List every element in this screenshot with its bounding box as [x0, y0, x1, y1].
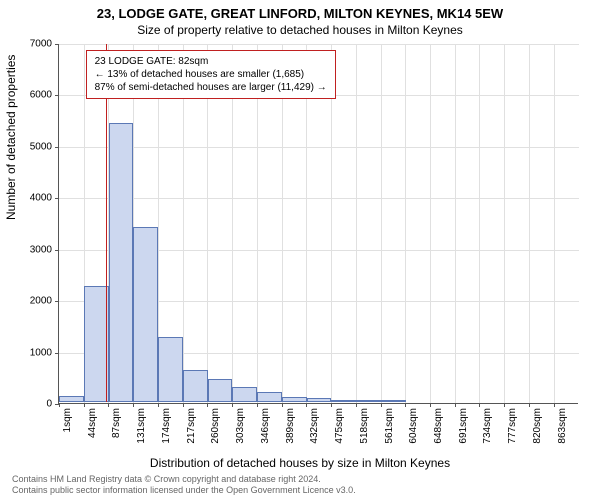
chart-area: 010002000300040005000600070001sqm44sqm87… [58, 44, 578, 404]
footer-line: Contains HM Land Registry data © Crown c… [12, 474, 356, 485]
y-tick-label: 6000 [12, 90, 52, 101]
y-tick-mark [55, 301, 59, 302]
annotation-line: 23 LODGE GATE: 82sqm [95, 55, 327, 68]
y-tick-mark [55, 198, 59, 199]
x-tick-mark [455, 403, 456, 407]
grid-line-v [479, 44, 480, 404]
x-tick-mark [504, 403, 505, 407]
y-tick-mark [55, 95, 59, 96]
x-tick-mark [207, 403, 208, 407]
histogram-bar [59, 396, 84, 402]
grid-line-h [59, 44, 579, 45]
histogram-bar [133, 227, 158, 402]
y-tick-label: 0 [12, 399, 52, 410]
x-tick-mark [430, 403, 431, 407]
annotation-line: 87% of semi-detached houses are larger (… [95, 81, 327, 94]
histogram-bar [257, 392, 282, 402]
x-tick-mark [158, 403, 159, 407]
grid-line-v [529, 44, 530, 404]
histogram-bar [158, 337, 183, 402]
x-tick-mark [381, 403, 382, 407]
annotation-box: 23 LODGE GATE: 82sqm← 13% of detached ho… [86, 50, 336, 99]
y-tick-mark [55, 44, 59, 45]
grid-line-h [59, 147, 579, 148]
y-tick-label: 2000 [12, 296, 52, 307]
annotation-line: ← 13% of detached houses are smaller (1,… [95, 68, 327, 81]
grid-line-v [430, 44, 431, 404]
histogram-bar [109, 123, 134, 402]
y-tick-label: 4000 [12, 193, 52, 204]
x-tick-mark [108, 403, 109, 407]
x-tick-mark [59, 403, 60, 407]
y-tick-label: 7000 [12, 39, 52, 50]
grid-line-v [356, 44, 357, 404]
x-tick-mark [232, 403, 233, 407]
histogram-bar [208, 379, 233, 402]
grid-line-v [381, 44, 382, 404]
chart-title-main: 23, LODGE GATE, GREAT LINFORD, MILTON KE… [0, 0, 600, 21]
x-tick-mark [331, 403, 332, 407]
histogram-bar [381, 400, 406, 402]
x-tick-mark [282, 403, 283, 407]
y-tick-mark [55, 353, 59, 354]
histogram-bar [356, 400, 381, 402]
histogram-bar [282, 397, 307, 402]
x-tick-mark [257, 403, 258, 407]
chart-container: 23, LODGE GATE, GREAT LINFORD, MILTON KE… [0, 0, 600, 500]
y-tick-mark [55, 147, 59, 148]
grid-line-v [554, 44, 555, 404]
histogram-bar [232, 387, 257, 402]
histogram-bar [331, 400, 356, 402]
y-tick-label: 5000 [12, 141, 52, 152]
x-axis-label: Distribution of detached houses by size … [0, 456, 600, 470]
grid-line-v [504, 44, 505, 404]
footer-line: Contains public sector information licen… [12, 485, 356, 496]
x-tick-mark [405, 403, 406, 407]
grid-line-h [59, 198, 579, 199]
x-tick-mark [554, 403, 555, 407]
histogram-bar [183, 370, 208, 402]
chart-title-sub: Size of property relative to detached ho… [0, 21, 600, 41]
x-tick-mark [529, 403, 530, 407]
grid-line-v [455, 44, 456, 404]
x-tick-mark [356, 403, 357, 407]
y-tick-mark [55, 250, 59, 251]
x-tick-mark [133, 403, 134, 407]
x-tick-mark [84, 403, 85, 407]
x-tick-mark [306, 403, 307, 407]
histogram-bar [307, 398, 332, 402]
y-tick-label: 3000 [12, 244, 52, 255]
plot-region: 010002000300040005000600070001sqm44sqm87… [58, 44, 578, 404]
footer-credits: Contains HM Land Registry data © Crown c… [12, 474, 356, 496]
x-tick-mark [183, 403, 184, 407]
grid-line-v [405, 44, 406, 404]
x-tick-mark [479, 403, 480, 407]
y-tick-label: 1000 [12, 347, 52, 358]
